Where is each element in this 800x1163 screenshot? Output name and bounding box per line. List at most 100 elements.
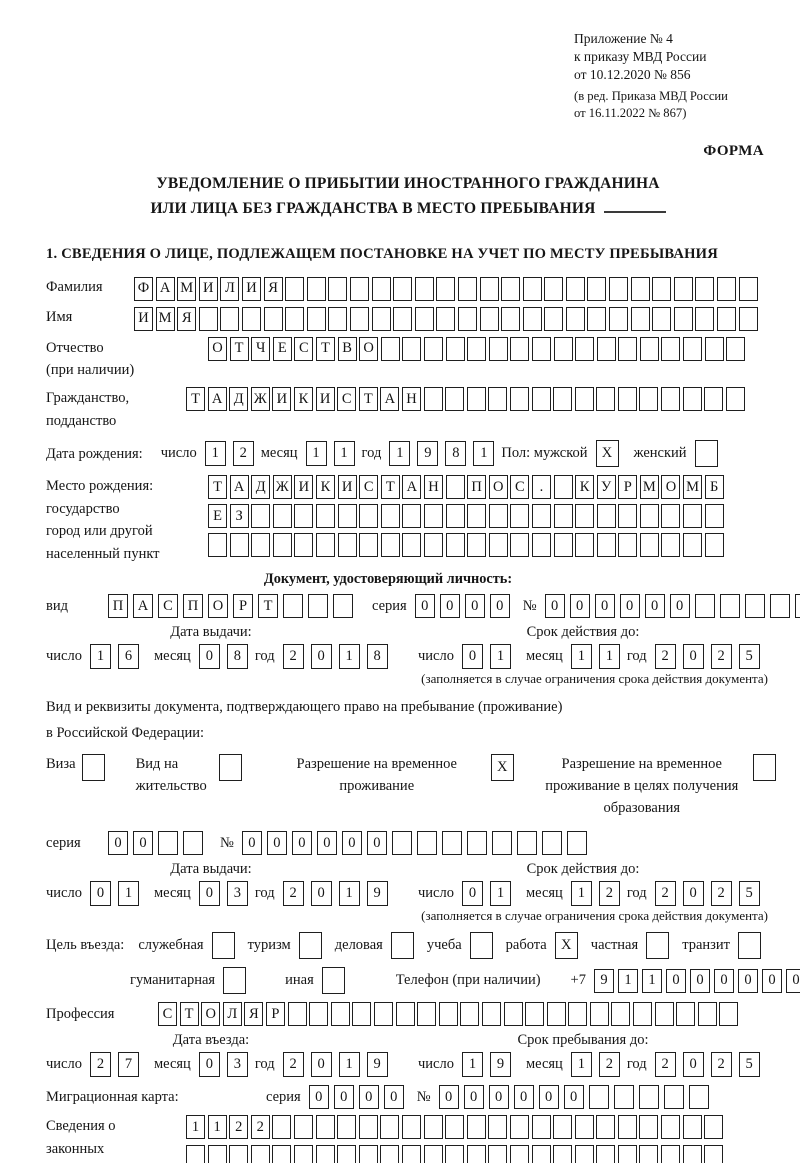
residence-doc-options-row: Виза Вид на жительство Разрешение на вре… [46,754,776,819]
entry-date-heading: Дата въезда: [172,1032,250,1049]
birth-place-cells-row3 [208,533,726,558]
sex-male-label: Пол: мужской [501,445,588,462]
order-reference-block: Приложение № 4 к приказу МВД России от 1… [574,30,770,121]
order-line: к приказу МВД России [574,49,707,65]
revision-line-1: (в ред. Приказа МВД России [574,89,728,104]
residence-issue-heading: Дата выдачи: [170,861,252,878]
birth-month-label: месяц [260,445,298,462]
migration-number-label: № [416,1088,431,1105]
migration-card-label: Миграционная карта: [46,1089,179,1106]
stay-until-heading: Срок пребывания до: [517,1032,649,1049]
purpose-business: деловая [335,932,421,960]
option-residence-permit-checkbox [218,754,249,782]
surname-label: Фамилия [46,278,103,295]
purpose-transit-checkbox [737,932,768,960]
visit-purpose-row2: гуманитарная иная Телефон (при наличии) … [130,967,800,995]
form-title: УВЕДОМЛЕНИЕ О ПРИБЫТИИ ИНОСТРАННОГО ГРАЖ… [46,172,770,222]
day-label: число [418,885,454,902]
purpose-humanitarian: гуманитарная [130,967,253,995]
identity-doc-series-label: серия [372,597,407,614]
purpose-official-checkbox [211,932,242,960]
residence-number-label: № [220,834,234,851]
year-label: год [254,885,275,902]
form-title-line1: УВЕДОМЛЕНИЕ О ПРИБЫТИИ ИНОСТРАННОГО ГРАЖ… [156,174,660,192]
visit-purpose-label: Цель въезда: [46,937,125,954]
option-temp-residence-education: Разрешение на временное проживание в цел… [543,754,783,819]
phone-label: Телефон (при наличии) [395,972,541,989]
purpose-humanitarian-checkbox [223,967,253,995]
form-title-line2: ИЛИ ЛИЦА БЕЗ ГРАЖДАНСТВА В МЕСТО ПРЕБЫВА… [46,197,770,222]
identity-valid-heading: Срок действия до: [526,624,640,641]
order-date-line: от 10.12.2020 № 856 [574,67,691,83]
representatives-cells-row2 [186,1145,726,1163]
identity-issue-heading: Дата выдачи: [170,624,252,641]
month-label: месяц [525,1056,563,1073]
day-label: число [46,1056,82,1073]
purpose-tourism: туризм [248,932,329,960]
patronymic-label: Отчество (при наличии) [46,339,135,379]
purpose-study: учеба [427,932,500,960]
month-label: месяц [525,885,563,902]
residence-doc-intro2: в Российской Федерации: [46,724,205,741]
revision-line-2: от 16.11.2022 № 867) [574,105,687,120]
purpose-private-checkbox [646,932,676,960]
citizenship-label: Гражданство, подданство [46,390,130,429]
identity-validity-note: (заполняется в случае ограничения срока … [421,671,768,687]
option-residence-permit: Вид на жительство [136,754,249,798]
purpose-work-checkbox: X [554,932,585,960]
sex-female-label: женский [633,445,687,462]
migration-series-label: серия [266,1088,301,1105]
form-label: ФОРМА [703,142,764,159]
given-name-label: Имя [46,308,73,325]
residence-validity-note: (заполняется в случае ограничения срока … [421,908,768,924]
option-temp-residence-education-label: Разрешение на временное проживание в цел… [545,756,739,816]
representatives-label: Сведения о законных представителях (роди… [46,1118,116,1157]
option-visa: Виза [46,754,112,782]
day-label: число [46,648,82,665]
month-label: месяц [525,648,563,665]
option-visa-label: Виза [46,756,76,773]
day-label: число [46,885,82,902]
year-label: год [254,1056,275,1073]
purpose-other: иная [285,967,352,995]
birth-place-row: Место рождения: государство город или др… [46,475,770,565]
option-visa-checkbox [81,754,112,782]
purpose-tourism-checkbox [298,932,329,960]
